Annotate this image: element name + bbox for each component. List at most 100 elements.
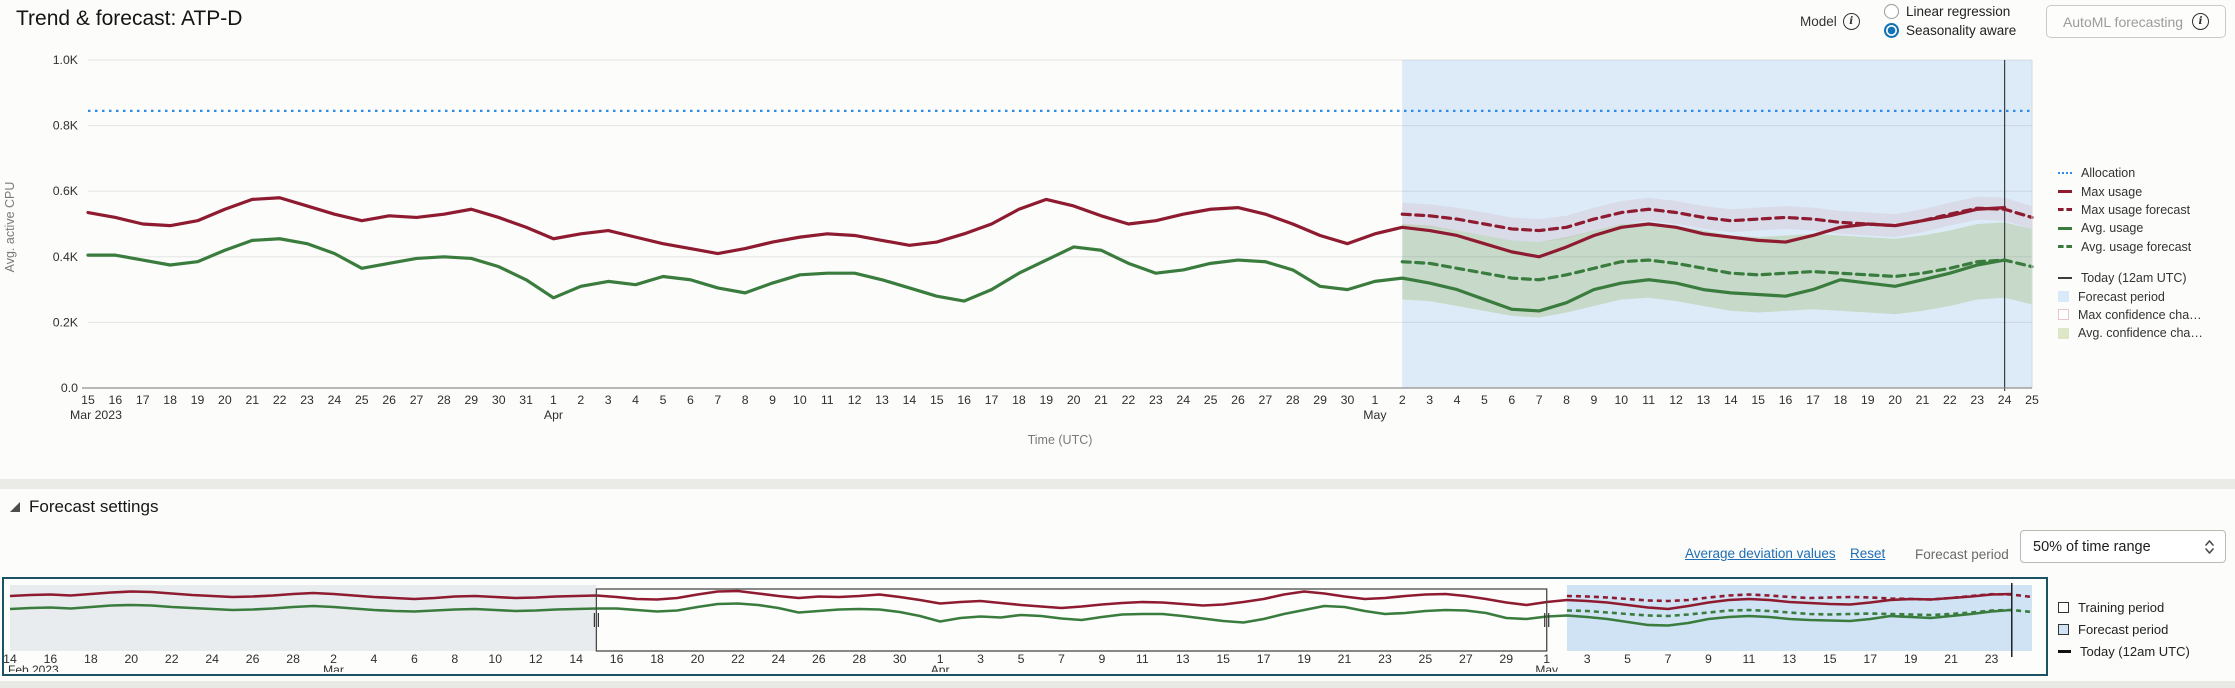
- svg-text:22: 22: [1122, 393, 1136, 407]
- max-usage-line: [86, 196, 2007, 259]
- average-deviation-values-link[interactable]: Average deviation values: [1685, 546, 1836, 561]
- svg-text:20: 20: [691, 652, 705, 666]
- legend-swatch-icon: [2058, 649, 2071, 653]
- svg-text:27: 27: [1259, 393, 1273, 407]
- forecast-period-label: Forecast period: [1915, 547, 2009, 562]
- svg-text:30: 30: [1341, 393, 1355, 407]
- svg-text:17: 17: [1257, 652, 1271, 666]
- radio-linear-regression[interactable]: Linear regression: [1884, 3, 2016, 19]
- legend-label: Forecast period: [2078, 621, 2169, 637]
- svg-text:9: 9: [1098, 652, 1105, 666]
- legend-swatch-icon: [2058, 601, 2069, 613]
- svg-text:Apr: Apr: [544, 408, 563, 422]
- svg-text:15: 15: [930, 393, 944, 407]
- legend-label: Avg. usage forecast: [2081, 239, 2192, 254]
- legend-item-max-confidence-cha-: Max confidence cha…: [2058, 306, 2234, 324]
- svg-text:8: 8: [742, 393, 749, 407]
- legend-label: Max usage forecast: [2081, 202, 2191, 217]
- brush-left-handle[interactable]: [593, 613, 599, 627]
- forecast-period-region: [1402, 60, 2032, 388]
- svg-text:12: 12: [1669, 393, 1683, 407]
- legend-swatch-icon: [2058, 226, 2072, 230]
- svg-text:2: 2: [330, 652, 337, 666]
- svg-text:27: 27: [410, 393, 424, 407]
- navigator-legend: Training period Forecast period Today (12a…: [2058, 596, 2190, 662]
- svg-text:28: 28: [852, 652, 866, 666]
- automl-forecasting-button[interactable]: AutoML forecasting: [2046, 5, 2226, 38]
- legend-swatch-icon: [2058, 172, 2072, 175]
- svg-text:28: 28: [1286, 393, 1300, 407]
- svg-text:1: 1: [1371, 393, 1378, 407]
- svg-text:3: 3: [1584, 652, 1591, 666]
- svg-text:21: 21: [245, 393, 259, 407]
- main-chart-legend: Allocation Max usage Max usage forecast Avg…: [2058, 164, 2234, 343]
- svg-text:7: 7: [1536, 393, 1543, 407]
- svg-text:15: 15: [1751, 393, 1765, 407]
- avg-usage-forecast-line: [1400, 258, 2034, 282]
- svg-text:14: 14: [4, 652, 17, 666]
- svg-text:29: 29: [1313, 393, 1327, 407]
- svg-text:15: 15: [1216, 652, 1230, 666]
- legend-label: Training period: [2078, 599, 2165, 615]
- svg-text:30: 30: [893, 652, 907, 666]
- model-info-icon[interactable]: [1842, 13, 1860, 30]
- pre-training-region: [10, 585, 597, 651]
- svg-text:12: 12: [848, 393, 862, 407]
- svg-text:26: 26: [382, 393, 396, 407]
- navigator-avg-usage-forecast-line: [1566, 608, 2033, 618]
- brush-right-handle[interactable]: [1544, 613, 1550, 627]
- navigator-legend-item-forecast-period: Forecast period: [2058, 618, 2190, 640]
- svg-text:23: 23: [1970, 393, 1984, 407]
- reset-link[interactable]: Reset: [1850, 546, 1886, 561]
- legend-item-max-usage-forecast: Max usage forecast: [2058, 201, 2234, 219]
- svg-text:16: 16: [44, 652, 58, 666]
- svg-text:16: 16: [957, 393, 971, 407]
- legend-item-today-12am-utc-: Today (12am UTC): [2058, 269, 2234, 287]
- forecast-period-select[interactable]: 50% of time range: [2020, 530, 2226, 563]
- svg-text:10: 10: [793, 393, 807, 407]
- svg-text:19: 19: [191, 393, 205, 407]
- svg-text:11: 11: [1642, 393, 1655, 407]
- svg-text:29: 29: [464, 393, 478, 407]
- forecast-period-select-value: 50% of time range: [2033, 538, 2151, 555]
- automl-info-icon[interactable]: [2192, 13, 2210, 30]
- forecast-settings-header[interactable]: Forecast settings: [10, 497, 158, 517]
- svg-text:6: 6: [411, 652, 418, 666]
- model-label: Model: [1800, 13, 1860, 30]
- svg-text:19: 19: [1297, 652, 1311, 666]
- max-usage-forecast-line: [1400, 206, 2034, 233]
- svg-text:15: 15: [1823, 652, 1837, 666]
- svg-text:11: 11: [1136, 652, 1149, 666]
- svg-text:5: 5: [660, 393, 667, 407]
- svg-text:15: 15: [81, 393, 95, 407]
- radio-seasonality-aware[interactable]: Seasonality aware: [1884, 22, 2016, 38]
- navigator-avg-usage-line: [9, 602, 2012, 627]
- radio-selected-icon[interactable]: [1884, 22, 1899, 38]
- svg-text:20: 20: [124, 652, 138, 666]
- legend-label: Max confidence cha…: [2078, 307, 2202, 322]
- svg-text:May: May: [1535, 663, 1558, 672]
- svg-text:12: 12: [529, 652, 543, 666]
- svg-text:18: 18: [163, 393, 177, 407]
- svg-text:23: 23: [1985, 652, 1999, 666]
- svg-text:10: 10: [1614, 393, 1628, 407]
- svg-text:18: 18: [1012, 393, 1026, 407]
- svg-text:Feb 2023: Feb 2023: [8, 663, 59, 672]
- navigator-max-usage-forecast-line: [1566, 592, 2033, 603]
- avg-usage-line: [86, 237, 2007, 313]
- svg-text:22: 22: [165, 652, 179, 666]
- legend-label: Avg. confidence cha…: [2078, 326, 2203, 341]
- collapse-triangle-icon[interactable]: [10, 502, 20, 512]
- svg-text:16: 16: [109, 393, 123, 407]
- section-divider: [0, 479, 2235, 489]
- svg-text:17: 17: [136, 393, 150, 407]
- navigator-legend-item-today-12am-utc-: Today (12am UTC): [2058, 640, 2190, 662]
- training-period-brush[interactable]: [595, 588, 1548, 652]
- svg-text:28: 28: [437, 393, 451, 407]
- svg-text:25: 25: [1419, 652, 1433, 666]
- svg-text:19: 19: [1904, 652, 1918, 666]
- x-axis-title: Time (UTC): [1028, 433, 1093, 447]
- navigator-chart: 14 16 18 20 22 24 26 28 2 4 6 8 10 12 14 16 18 20 22 24 26 28…: [2, 577, 2048, 677]
- svg-text:0.8K: 0.8K: [53, 119, 79, 133]
- radio-unselected-icon[interactable]: [1884, 3, 1899, 19]
